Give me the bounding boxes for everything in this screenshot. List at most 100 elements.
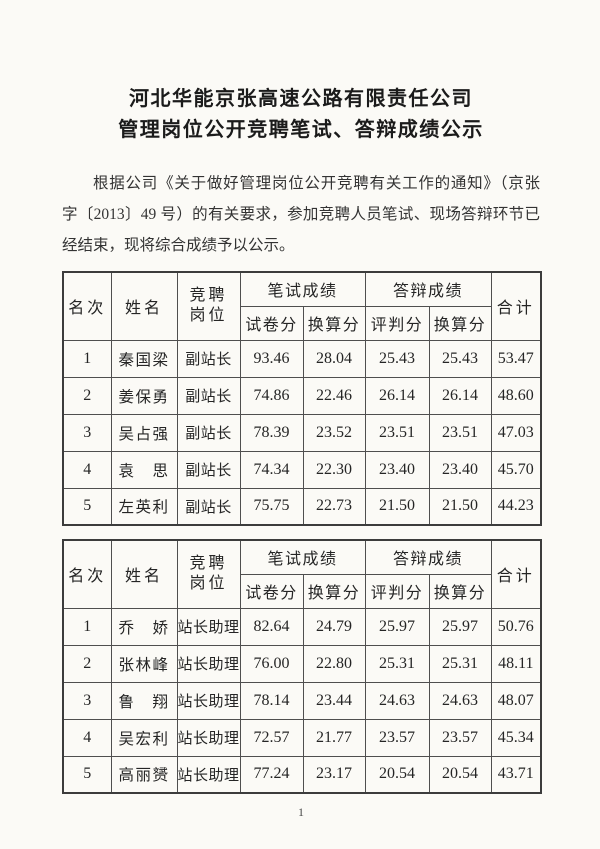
cell-defense-converted: 25.43 [428, 339, 492, 378]
cell-judge-score: 26.14 [364, 376, 430, 415]
cell-position: 副站长 [176, 487, 241, 526]
cell-written-converted: 21.77 [302, 718, 366, 757]
cell-rank: 1 [62, 607, 112, 646]
table-row: 3 吴占强 副站长 78.39 23.52 23.51 23.51 47.03 [62, 413, 542, 452]
cell-rank: 1 [62, 339, 112, 378]
table-header-row-2: 试卷分 换算分 评判分 换算分 [63, 573, 541, 609]
header-position: 竞聘 岗位 [176, 271, 241, 341]
cell-defense-converted: 23.51 [428, 413, 492, 452]
header-position: 竞聘 岗位 [176, 539, 241, 609]
cell-defense-converted: 21.50 [428, 487, 492, 526]
cell-paper-score: 74.34 [239, 450, 304, 489]
header-written-group: 笔试成绩 [239, 539, 366, 575]
header-defense-group: 答辩成绩 [364, 271, 492, 307]
cell-rank: 5 [62, 755, 112, 794]
table-row: 5 左英利 副站长 75.75 22.73 21.50 21.50 44.23 [62, 487, 542, 526]
cell-total: 47.03 [490, 413, 542, 452]
document-title-line1: 河北华能京张高速公路有限责任公司 [129, 88, 473, 110]
intro-paragraph: 根据公司《关于做好管理岗位公开竞聘有关工作的通知》（京张 字〔2013〕49 号… [62, 168, 540, 261]
header-written-converted: 换算分 [302, 305, 366, 341]
header-name: 姓名 [110, 539, 178, 609]
header-position-line1: 竞聘 [189, 287, 228, 305]
cell-judge-score: 23.51 [364, 413, 430, 452]
table-row: 1 秦国梁 副站长 93.46 28.04 25.43 25.43 53.47 [62, 339, 542, 378]
cell-rank: 3 [62, 413, 112, 452]
cell-paper-score: 76.00 [239, 644, 304, 683]
cell-name: 秦国梁 [110, 339, 178, 378]
station-chief-assistant-score-table: 名次 姓名 竞聘 岗位 笔试成绩 答辩成绩 合计 试卷分 换算分 评判分 换算分… [62, 539, 543, 794]
cell-defense-converted: 26.14 [428, 376, 492, 415]
cell-name: 鲁 翔 [110, 681, 178, 720]
cell-total: 53.47 [490, 339, 542, 378]
cell-rank: 5 [62, 487, 112, 526]
cell-rank: 4 [62, 450, 112, 489]
header-defense-converted: 换算分 [428, 573, 492, 609]
header-rank: 名次 [62, 271, 112, 341]
cell-name: 吴宏利 [110, 718, 178, 757]
header-paper-score: 试卷分 [239, 573, 304, 609]
cell-position: 站长助理 [176, 644, 241, 683]
table-header-row-1: 名次 姓名 竞聘 岗位 笔试成绩 答辩成绩 合计 [62, 271, 542, 341]
cell-written-converted: 23.52 [302, 413, 366, 452]
cell-judge-score: 20.54 [364, 755, 430, 794]
header-position-line2: 岗位 [189, 575, 228, 593]
cell-defense-converted: 23.40 [428, 450, 492, 489]
header-defense-group: 答辩成绩 [364, 539, 492, 575]
intro-line-3: 经结束，现将综合成绩予以公示。 [62, 237, 295, 254]
cell-written-converted: 22.46 [302, 376, 366, 415]
header-defense-converted: 换算分 [428, 305, 492, 341]
cell-judge-score: 23.40 [364, 450, 430, 489]
cell-name: 左英利 [110, 487, 178, 526]
cell-written-converted: 22.80 [302, 644, 366, 683]
cell-judge-score: 24.63 [364, 681, 430, 720]
table-header-row-2: 试卷分 换算分 评判分 换算分 [63, 305, 541, 341]
cell-position: 站长助理 [176, 607, 241, 646]
cell-written-converted: 28.04 [302, 339, 366, 378]
table-row: 2 姜保勇 副站长 74.86 22.46 26.14 26.14 48.60 [62, 376, 542, 415]
cell-paper-score: 72.57 [239, 718, 304, 757]
cell-total: 43.71 [490, 755, 542, 794]
cell-total: 45.34 [490, 718, 542, 757]
table-row: 3 鲁 翔 站长助理 78.14 23.44 24.63 24.63 48.07 [62, 681, 542, 720]
table-header-row-1: 名次 姓名 竞聘 岗位 笔试成绩 答辩成绩 合计 [62, 539, 542, 609]
cell-defense-converted: 23.57 [428, 718, 492, 757]
cell-written-converted: 24.79 [302, 607, 366, 646]
cell-judge-score: 21.50 [364, 487, 430, 526]
header-written-group: 笔试成绩 [239, 271, 366, 307]
cell-name: 高丽赟 [110, 755, 178, 794]
cell-position: 副站长 [176, 413, 241, 452]
cell-name: 乔 娇 [110, 607, 178, 646]
cell-defense-converted: 25.31 [428, 644, 492, 683]
header-written-converted: 换算分 [302, 573, 366, 609]
cell-name: 袁 思 [110, 450, 178, 489]
header-position-line2: 岗位 [189, 307, 228, 325]
cell-paper-score: 82.64 [239, 607, 304, 646]
cell-judge-score: 25.97 [364, 607, 430, 646]
deputy-station-chief-score-table: 名次 姓名 竞聘 岗位 笔试成绩 答辩成绩 合计 试卷分 换算分 评判分 换算分… [62, 271, 543, 526]
cell-written-converted: 23.44 [302, 681, 366, 720]
cell-judge-score: 25.43 [364, 339, 430, 378]
cell-name: 张林峰 [110, 644, 178, 683]
cell-paper-score: 74.86 [239, 376, 304, 415]
cell-defense-converted: 25.97 [428, 607, 492, 646]
cell-rank: 2 [62, 376, 112, 415]
cell-position: 副站长 [176, 339, 241, 378]
header-judge-score: 评判分 [364, 305, 430, 341]
cell-paper-score: 93.46 [239, 339, 304, 378]
cell-total: 50.76 [490, 607, 542, 646]
cell-written-converted: 22.73 [302, 487, 366, 526]
cell-paper-score: 78.39 [239, 413, 304, 452]
cell-defense-converted: 20.54 [428, 755, 492, 794]
header-name: 姓名 [110, 271, 178, 341]
intro-line-2: 字〔2013〕49 号）的有关要求，参加竞聘人员笔试、现场答辩环节已 [62, 206, 540, 223]
cell-total: 48.60 [490, 376, 542, 415]
cell-rank: 2 [62, 644, 112, 683]
cell-defense-converted: 24.63 [428, 681, 492, 720]
table-row: 4 袁 思 副站长 74.34 22.30 23.40 23.40 45.70 [62, 450, 542, 489]
cell-position: 站长助理 [176, 718, 241, 757]
cell-paper-score: 78.14 [239, 681, 304, 720]
header-position-line1: 竞聘 [189, 555, 228, 573]
document-title: 河北华能京张高速公路有限责任公司 管理岗位公开竞聘笔试、答辩成绩公示 [62, 84, 540, 146]
table-row: 1 乔 娇 站长助理 82.64 24.79 25.97 25.97 50.76 [62, 607, 542, 646]
